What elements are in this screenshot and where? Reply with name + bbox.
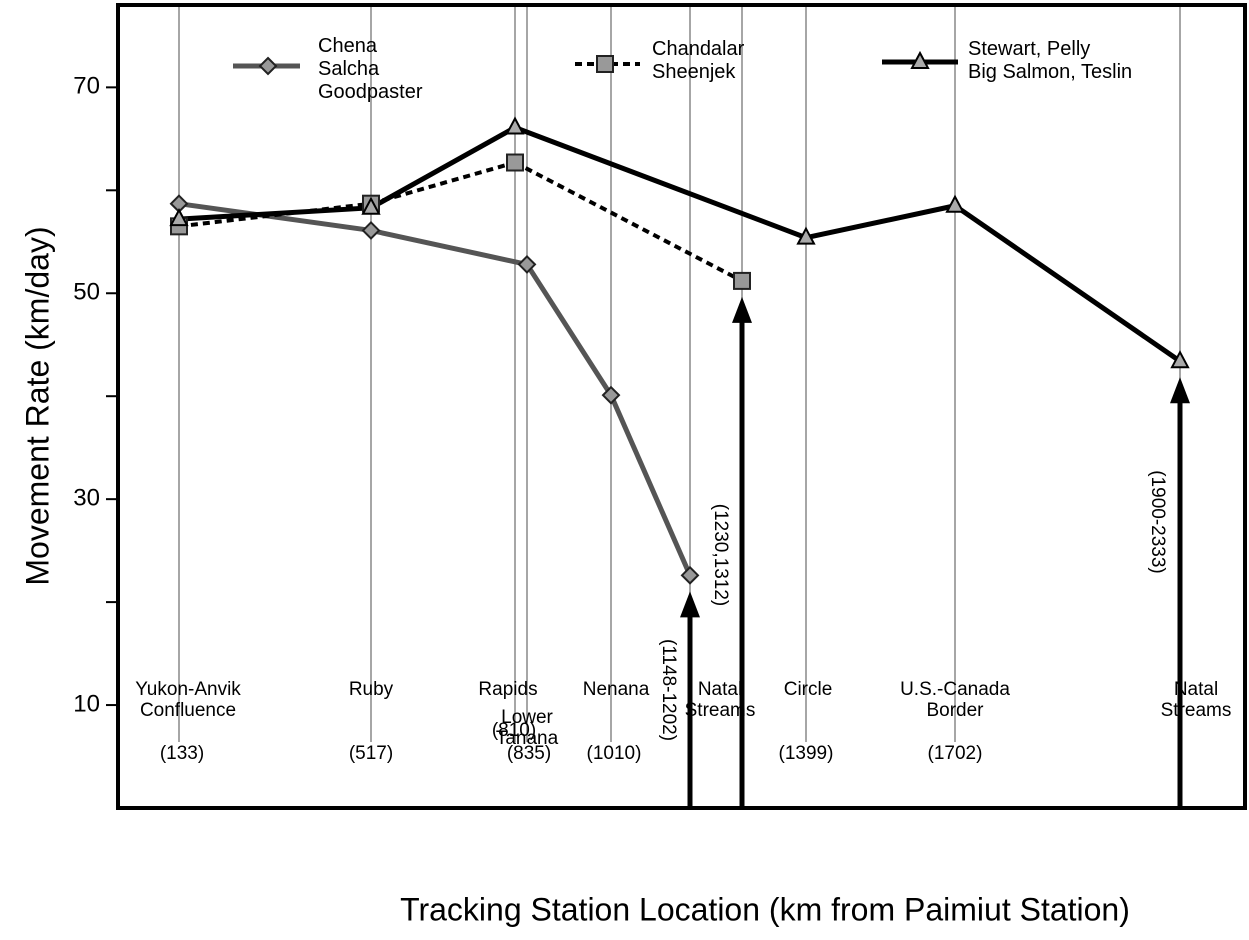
y-tick-label: 10 bbox=[73, 690, 100, 717]
point bbox=[733, 271, 751, 290]
point bbox=[169, 208, 189, 227]
arrow-head bbox=[732, 296, 752, 323]
y-tick-label: 30 bbox=[73, 484, 100, 511]
x-tick-label: Nenana bbox=[583, 679, 650, 700]
point bbox=[1170, 350, 1190, 369]
series-segment bbox=[514, 160, 743, 283]
y-axis-title: Movement Rate (km/day) bbox=[19, 226, 55, 585]
x-tick-label: U.S.-Canada Border bbox=[900, 679, 1010, 721]
point bbox=[517, 255, 537, 274]
series-segment bbox=[953, 203, 1182, 364]
km-label: (1702) bbox=[928, 743, 983, 764]
legend-label: Chena Salcha Goodpaster bbox=[318, 35, 423, 103]
point bbox=[796, 226, 816, 245]
km-label: (810) bbox=[492, 720, 536, 741]
x-tick-label: Ruby bbox=[349, 679, 394, 700]
series-segment bbox=[608, 394, 693, 577]
arrow-head bbox=[680, 591, 700, 618]
km-label: (1148-1202) bbox=[658, 639, 679, 741]
km-label: (835) bbox=[507, 743, 551, 764]
series-segment bbox=[178, 205, 372, 222]
km-label: (1900-2333) bbox=[1147, 470, 1168, 574]
legend-marker bbox=[258, 56, 278, 76]
series-segment bbox=[524, 263, 614, 397]
point bbox=[505, 116, 525, 135]
point bbox=[680, 565, 700, 585]
y-tick-label: 70 bbox=[73, 73, 100, 100]
point bbox=[945, 194, 965, 213]
point bbox=[601, 385, 621, 405]
km-label: (1010) bbox=[587, 743, 642, 764]
x-tick-label: Circle bbox=[784, 679, 833, 700]
y-tick-label: 50 bbox=[73, 279, 100, 306]
km-label: (1399) bbox=[779, 743, 834, 764]
km-label: (1230,1312) bbox=[710, 504, 731, 606]
point bbox=[361, 221, 381, 240]
plot-frame bbox=[116, 3, 1247, 810]
series-segment bbox=[370, 228, 528, 267]
x-tick-label: Yukon-Anvik Confluence bbox=[135, 679, 241, 721]
km-label: (133) bbox=[160, 743, 204, 764]
series-segment bbox=[514, 125, 807, 241]
point bbox=[361, 196, 381, 215]
legend-label: Stewart, Pelly Big Salmon, Teslin bbox=[968, 38, 1132, 83]
km-label: (517) bbox=[349, 743, 393, 764]
legend-marker bbox=[596, 55, 614, 73]
point bbox=[506, 153, 524, 172]
series-segment bbox=[178, 201, 372, 233]
x-tick-label: Natal Streams bbox=[685, 679, 756, 721]
x-tick-label: Rapids bbox=[478, 679, 537, 700]
x-axis-title: Tracking Station Location (km from Paimi… bbox=[400, 891, 1130, 927]
legend-marker bbox=[910, 50, 930, 69]
arrow-head bbox=[1170, 377, 1190, 404]
x-tick-label: Natal Streams bbox=[1161, 679, 1232, 721]
series-segment bbox=[369, 125, 517, 210]
series-segment bbox=[805, 203, 956, 241]
legend-label: Chandalar Sheenjek bbox=[652, 38, 745, 83]
x-tick-label: Lower Tanana bbox=[496, 707, 559, 749]
